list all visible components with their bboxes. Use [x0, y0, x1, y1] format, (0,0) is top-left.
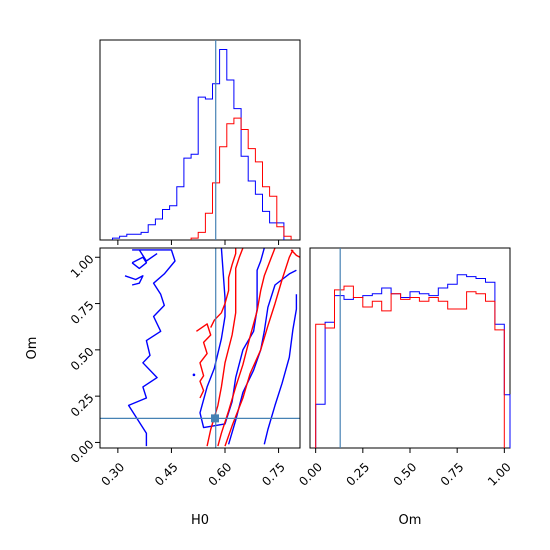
- contour-3: [131, 256, 148, 270]
- contour-11: [210, 248, 237, 328]
- om-x-axis-title: Om: [399, 513, 422, 528]
- h0-marginal-frame: [99, 39, 301, 241]
- contour-12: [290, 249, 300, 258]
- contour-0: [127, 249, 176, 447]
- om-marginal-tick-label-1: 0.25: [343, 460, 372, 489]
- h0-x-tick-label-2: 0.60: [206, 460, 235, 489]
- contour-8: [217, 248, 276, 447]
- h0-x-tick-label-1: 0.45: [152, 460, 181, 489]
- om-marginal-tick-label-3: 0.75: [438, 460, 467, 489]
- om-marginal-tick-label-0: 0.00: [296, 460, 325, 489]
- om-y-tick-label-4: 1.00: [68, 252, 97, 281]
- joint-panel: 0.30 0.45 0.60 0.75 0.00 0.25 0.50 0.75 1.00 H0…: [25, 247, 301, 528]
- joint-markers: [192, 373, 219, 423]
- om-y-tick-label-3: 0.75: [68, 298, 97, 327]
- contour-9: [224, 249, 294, 447]
- om-y-tick-label-2: 0.50: [68, 345, 97, 374]
- om-marginal-panel: 0.00 0.25 0.50 0.75 1.00 Om: [296, 247, 514, 528]
- h0-x-tick-label-0: 0.30: [98, 460, 127, 489]
- contour-5: [227, 269, 297, 445]
- contour-2: [138, 249, 158, 262]
- h0-x-ticks: 0.30 0.45 0.60 0.75: [98, 448, 288, 489]
- om-y-ticks: 0.00 0.25 0.50 0.75 1.00: [68, 252, 100, 466]
- h0-marginal-histograms: [112, 49, 292, 240]
- om-marginal-tick-label-4: 1.00: [485, 460, 514, 489]
- contour-1: [124, 275, 144, 286]
- h0-x-tick-label-3: 0.75: [259, 460, 288, 489]
- joint-frame: [99, 247, 301, 449]
- om-hist-series-1: [315, 285, 505, 448]
- h0-x-axis-title: H0: [191, 513, 209, 528]
- om-y-tick-label-1: 0.25: [68, 391, 97, 420]
- h0-marginal-panel: [99, 39, 301, 245]
- h0-hist-series-0: [112, 49, 285, 240]
- om-marginal-tick-label-2: 0.50: [391, 460, 420, 489]
- om-marginal-histograms: [315, 274, 511, 448]
- truth-marker: [211, 414, 219, 423]
- om-y-axis-title: Om: [25, 337, 40, 360]
- om-x-ticks: 0.00 0.25 0.50 0.75 1.00: [296, 448, 514, 489]
- marker-dot-1: [192, 373, 196, 377]
- h0-marginal-ticks: [117, 240, 280, 245]
- contour-6: [263, 294, 298, 445]
- om-y-tick-label-0: 0.00: [68, 437, 97, 466]
- om-hist-series-0: [315, 274, 511, 448]
- contour-10: [196, 323, 212, 399]
- h0-hist-series-1: [190, 117, 292, 240]
